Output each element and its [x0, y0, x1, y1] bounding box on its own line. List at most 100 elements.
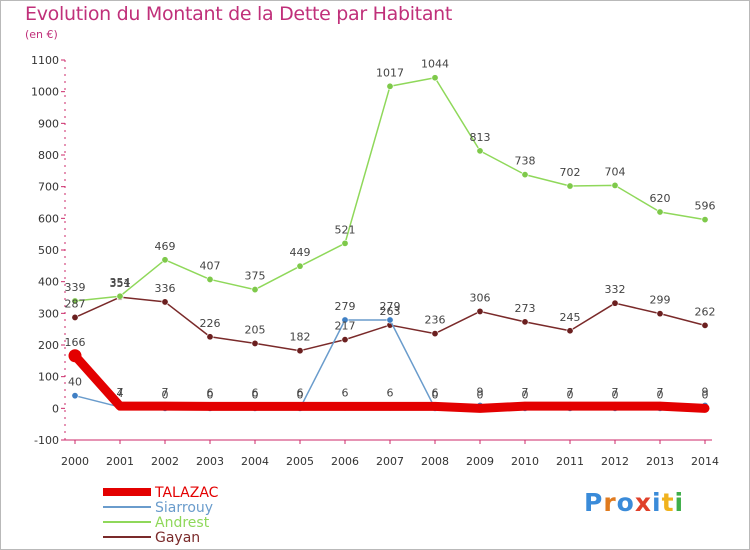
data-point [476, 147, 484, 155]
data-label: 279 [335, 300, 356, 313]
data-label: 521 [335, 223, 356, 236]
proxiti-logo: Proxiti [584, 488, 684, 517]
y-tick-label: 800 [38, 149, 59, 162]
data-point [521, 318, 529, 326]
data-label: 738 [515, 155, 536, 168]
data-point [386, 316, 394, 324]
x-tick-label: 2000 [61, 455, 89, 468]
data-label: 354 [110, 276, 131, 289]
data-label: 0 [477, 388, 484, 401]
y-tick-label: 600 [38, 212, 59, 225]
data-point [385, 402, 395, 411]
y-tick-label: 300 [38, 307, 59, 320]
data-point [701, 216, 709, 224]
data-point [71, 297, 79, 305]
data-label: 0 [252, 388, 259, 401]
data-point [475, 404, 485, 413]
data-point [656, 310, 664, 318]
data-point [296, 262, 304, 270]
series-talazac [68, 349, 710, 413]
logo-letter: x [634, 488, 652, 517]
data-point [68, 349, 82, 363]
data-point [341, 316, 349, 324]
x-tick-label: 2009 [466, 455, 494, 468]
data-label: 287 [65, 297, 86, 310]
data-point [71, 313, 79, 321]
data-point [115, 401, 125, 411]
x-tick-label: 2001 [106, 455, 134, 468]
data-point [206, 333, 214, 341]
y-tick-label: 100 [38, 371, 59, 384]
series-layer [68, 74, 710, 413]
data-point [251, 339, 259, 347]
data-label: 375 [245, 270, 266, 283]
data-label: 6 [342, 386, 349, 399]
data-label: 0 [207, 388, 214, 401]
data-label: 205 [245, 323, 266, 336]
legend-label: Gayan [155, 530, 200, 546]
x-tick-label: 2002 [151, 455, 179, 468]
data-point [160, 401, 170, 411]
data-point [206, 275, 214, 283]
data-label: 0 [657, 388, 664, 401]
logo-letter: P [584, 488, 604, 517]
data-label: 449 [290, 246, 311, 259]
legend-label: TALAZAC [154, 485, 219, 501]
data-label: 0 [567, 388, 574, 401]
y-tick-label: -100 [34, 434, 59, 447]
data-label: 6 [207, 386, 214, 399]
data-label: 0 [297, 388, 304, 401]
logo-letter: r [603, 488, 617, 517]
data-point [656, 208, 664, 216]
series-line [74, 76, 706, 302]
x-tick-label: 2013 [646, 455, 674, 468]
x-tick-label: 2005 [286, 455, 314, 468]
data-point [610, 401, 620, 411]
logo-letter: o [616, 488, 635, 517]
data-label: 6 [387, 386, 394, 399]
data-point [295, 402, 305, 411]
legend-label: Andrest [155, 515, 210, 531]
data-label: 704 [605, 165, 626, 178]
legend-item-andrest: Andrest [103, 515, 210, 531]
data-label: 245 [560, 311, 581, 324]
data-point [520, 401, 530, 411]
data-label: 7 [612, 386, 619, 399]
data-label: 273 [515, 302, 536, 315]
data-label: 702 [560, 166, 581, 179]
series-andrest [71, 74, 709, 305]
data-label: 226 [200, 317, 221, 330]
data-label: 40 [68, 376, 82, 389]
x-tick-label: 2012 [601, 455, 629, 468]
data-point [566, 182, 574, 190]
chart-title: Evolution du Montant de la Dette par Hab… [25, 3, 453, 25]
logo-letter: i [652, 488, 662, 517]
data-point [476, 307, 484, 315]
data-label: 1044 [421, 58, 449, 71]
data-point [251, 286, 259, 294]
data-label: 6 [432, 386, 439, 399]
x-tick-label: 2011 [556, 455, 584, 468]
data-label: 7 [657, 386, 664, 399]
x-tick-label: 2010 [511, 455, 539, 468]
data-label: 469 [155, 240, 176, 253]
x-tick-label: 2006 [331, 455, 359, 468]
data-label: 332 [605, 283, 626, 296]
data-label: 306 [470, 291, 491, 304]
data-point [565, 401, 575, 411]
x-tick-label: 2003 [196, 455, 224, 468]
data-point [341, 239, 349, 247]
data-label: 299 [650, 294, 671, 307]
data-label: 9 [477, 385, 484, 398]
data-label: 263 [380, 305, 401, 318]
data-point [566, 327, 574, 335]
legend-item-siarrouy: Siarrouy [103, 500, 213, 516]
data-point [701, 321, 709, 329]
data-label: 0 [432, 388, 439, 401]
data-point [611, 299, 619, 307]
x-tick-label: 2007 [376, 455, 404, 468]
data-label: 407 [200, 259, 221, 272]
data-point [250, 402, 260, 411]
data-point [655, 401, 665, 411]
